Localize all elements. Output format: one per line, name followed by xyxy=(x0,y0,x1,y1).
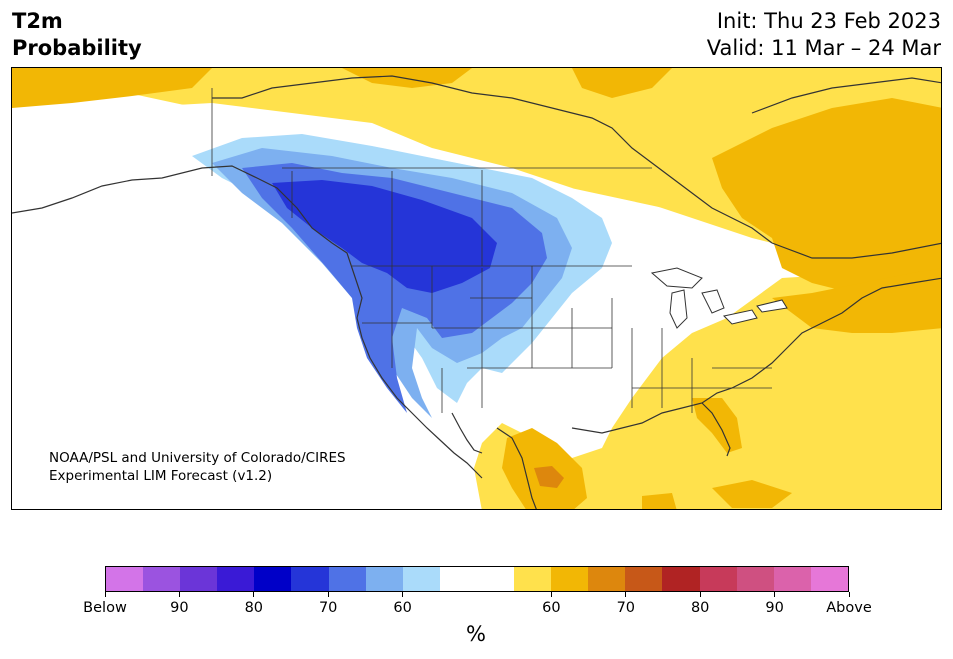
colorbar-tick-label: 70 xyxy=(616,600,636,616)
colorbar-tick xyxy=(550,592,552,597)
title-product: Probability xyxy=(12,36,142,60)
title-variable: T2m xyxy=(12,9,63,33)
title-right: Init: Thu 23 Feb 2023 Valid: 11 Mar – 24… xyxy=(707,8,941,62)
map-panel xyxy=(11,67,942,510)
colorbar-tick-label: 80 xyxy=(244,600,264,616)
colorbar-segment xyxy=(291,567,329,591)
colorbar-tick xyxy=(253,592,255,597)
credit-line-1: NOAA/PSL and University of Colorado/CIRE… xyxy=(49,450,346,466)
warm-moderate-region-alaska xyxy=(12,68,212,108)
warm-moderate-region-caribbean xyxy=(642,480,792,509)
colorbar-tick xyxy=(402,592,404,597)
colorbar-tick xyxy=(327,592,329,597)
colorbar-tick-label: 60 xyxy=(393,600,412,616)
colorbar-tick xyxy=(699,592,701,597)
colorbar-segment xyxy=(328,567,366,591)
credit-text: NOAA/PSL and University of Colorado/CIRE… xyxy=(49,449,346,485)
warm-moderate-region-east xyxy=(712,98,941,293)
colorbar-tick xyxy=(848,592,850,597)
colorbar-segment xyxy=(476,567,515,591)
colorbar-unit: % xyxy=(466,622,486,646)
probability-map xyxy=(12,68,941,509)
colorbar-segment xyxy=(143,567,181,591)
colorbar-segment xyxy=(365,567,403,591)
colorbar-tick-label: 90 xyxy=(765,600,784,616)
warm-moderate-region-arctic xyxy=(342,68,672,98)
colorbar-segment xyxy=(180,567,218,591)
warm-strong-region-mexico xyxy=(534,466,564,488)
colorbar-tick-label: Above xyxy=(826,600,872,616)
colorbar-tick xyxy=(178,592,180,597)
colorbar-segment xyxy=(699,567,737,591)
colorbar-segment xyxy=(625,567,663,591)
political-borders xyxy=(211,88,772,413)
colorbar-tick-label: 90 xyxy=(170,600,189,616)
colorbar-segment xyxy=(773,567,811,591)
valid-range: Valid: 11 Mar – 24 Mar xyxy=(706,36,941,60)
credit-line-2: Experimental LIM Forecast (v1.2) xyxy=(49,468,273,484)
colorbar-segment xyxy=(439,567,477,591)
colorbar-segment xyxy=(106,567,144,591)
colorbar-tick xyxy=(774,592,776,597)
warm-moderate-region-florida xyxy=(692,398,742,453)
colorbar-tick xyxy=(104,592,106,597)
colorbar-tick-label: Below xyxy=(83,600,127,616)
cold-very-strong-region xyxy=(272,180,497,293)
colorbar-segment xyxy=(402,567,440,591)
colorbar-segment xyxy=(810,567,848,591)
colorbar-segment xyxy=(217,567,255,591)
colorbar-tick xyxy=(625,592,627,597)
colorbar-segment xyxy=(662,567,700,591)
colorbar xyxy=(105,566,849,592)
colorbar-tick-label: 70 xyxy=(318,600,338,616)
init-date: Init: Thu 23 Feb 2023 xyxy=(716,9,941,33)
great-lakes xyxy=(650,267,788,329)
warm-weak-region-alaska xyxy=(12,68,941,258)
colorbar-segment xyxy=(551,567,589,591)
colorbar-tick-label: 60 xyxy=(542,600,561,616)
colorbar-segment xyxy=(254,567,292,591)
colorbar-tick-label: 80 xyxy=(690,600,710,616)
coastlines xyxy=(12,75,941,509)
colorbar-segment xyxy=(588,567,626,591)
warm-moderate-region-northeast xyxy=(772,268,941,333)
colorbar-segment xyxy=(736,567,774,591)
title-left: T2m Probability xyxy=(12,8,142,62)
colorbar-segment xyxy=(514,567,552,591)
